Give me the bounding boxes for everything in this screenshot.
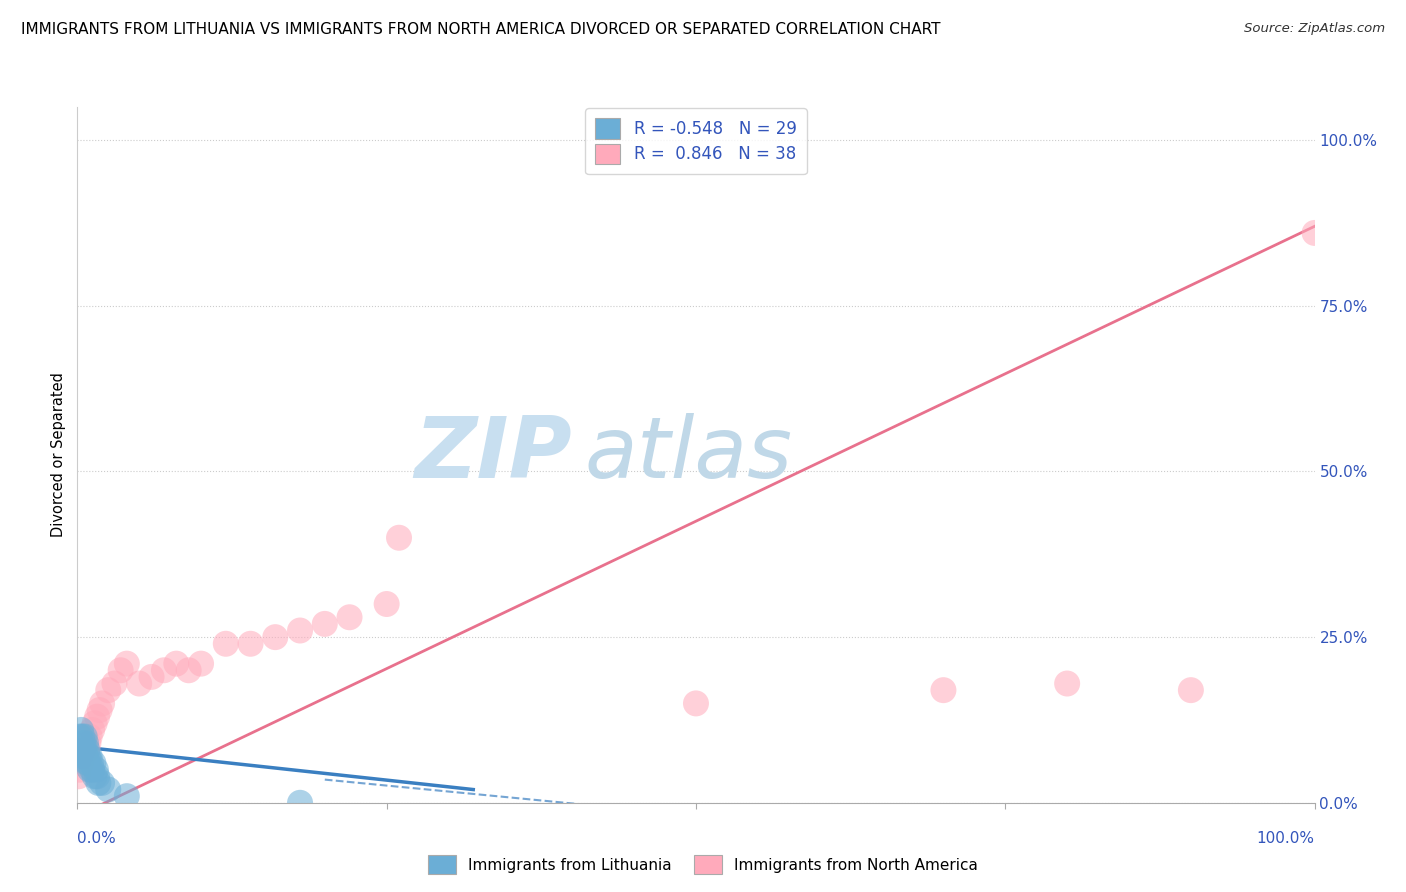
Point <box>67 769 90 783</box>
Point <box>72 749 94 764</box>
Point <box>115 789 138 804</box>
Point <box>77 749 100 764</box>
Point <box>77 736 100 750</box>
Point <box>115 657 138 671</box>
Point <box>153 663 176 677</box>
Point <box>83 769 105 783</box>
Point <box>72 743 94 757</box>
Point <box>215 637 238 651</box>
Point <box>165 657 187 671</box>
Legend: R = -0.548   N = 29, R =  0.846   N = 38: R = -0.548 N = 29, R = 0.846 N = 38 <box>585 109 807 174</box>
Point <box>89 703 111 717</box>
Point <box>73 743 96 757</box>
Point <box>72 743 94 757</box>
Point <box>339 610 361 624</box>
Point <box>177 663 200 677</box>
Point <box>288 796 311 810</box>
Legend: Immigrants from Lithuania, Immigrants from North America: Immigrants from Lithuania, Immigrants fr… <box>422 849 984 880</box>
Point <box>190 657 212 671</box>
Point <box>72 736 94 750</box>
Point <box>70 723 93 737</box>
Text: atlas: atlas <box>585 413 793 497</box>
Point <box>82 723 104 737</box>
Point <box>75 736 97 750</box>
Y-axis label: Divorced or Separated: Divorced or Separated <box>51 373 66 537</box>
Point <box>72 730 94 744</box>
Point <box>75 749 97 764</box>
Point <box>97 683 120 698</box>
Point <box>86 769 108 783</box>
Point <box>72 749 94 764</box>
Text: Source: ZipAtlas.com: Source: ZipAtlas.com <box>1244 22 1385 36</box>
Point <box>91 776 114 790</box>
Point <box>314 616 336 631</box>
Point <box>375 597 398 611</box>
Point <box>86 709 108 723</box>
Point <box>91 697 114 711</box>
Point <box>239 637 262 651</box>
Text: IMMIGRANTS FROM LITHUANIA VS IMMIGRANTS FROM NORTH AMERICA DIVORCED OR SEPARATED: IMMIGRANTS FROM LITHUANIA VS IMMIGRANTS … <box>21 22 941 37</box>
Point <box>79 749 101 764</box>
Point <box>76 743 98 757</box>
Point <box>70 756 93 770</box>
Point <box>87 776 110 790</box>
Point <box>128 676 150 690</box>
Point <box>264 630 287 644</box>
Point <box>67 743 90 757</box>
Point <box>73 749 96 764</box>
Point <box>1056 676 1078 690</box>
Point <box>388 531 411 545</box>
Point <box>70 736 93 750</box>
Point <box>73 730 96 744</box>
Point <box>932 683 955 698</box>
Point <box>1303 226 1326 240</box>
Point <box>110 663 132 677</box>
Point <box>79 763 101 777</box>
Point <box>83 716 105 731</box>
Point <box>103 676 125 690</box>
Point <box>69 763 91 777</box>
Point <box>79 730 101 744</box>
Point <box>97 782 120 797</box>
Point <box>77 756 100 770</box>
Point <box>76 743 98 757</box>
Point <box>69 730 91 744</box>
Text: 0.0%: 0.0% <box>77 831 117 846</box>
Point <box>76 756 98 770</box>
Text: 100.0%: 100.0% <box>1257 831 1315 846</box>
Point <box>288 624 311 638</box>
Text: ZIP: ZIP <box>415 413 572 497</box>
Point <box>685 697 707 711</box>
Point <box>1180 683 1202 698</box>
Point <box>84 763 107 777</box>
Point <box>82 756 104 770</box>
Point <box>82 763 104 777</box>
Point <box>75 736 97 750</box>
Point <box>80 756 103 770</box>
Point <box>141 670 163 684</box>
